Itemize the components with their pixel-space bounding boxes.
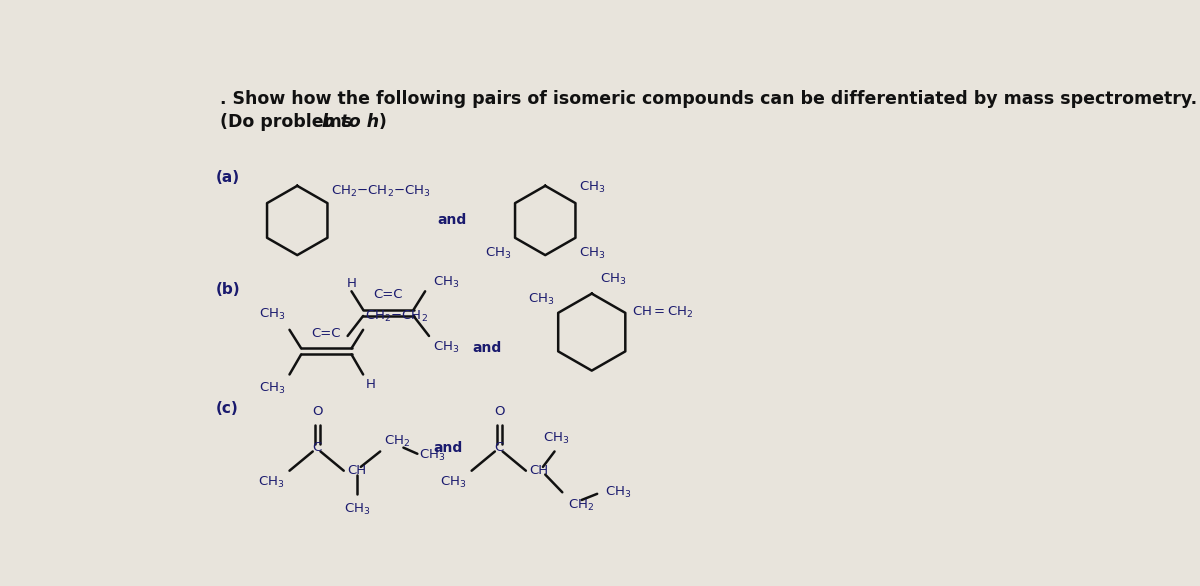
Text: and: and — [473, 340, 502, 355]
Text: (Do problems: (Do problems — [220, 113, 358, 131]
Text: CH: CH — [529, 464, 548, 477]
Text: O: O — [312, 406, 323, 418]
Text: CH: CH — [348, 464, 367, 477]
Text: H: H — [366, 379, 376, 391]
Text: H: H — [347, 277, 356, 289]
Text: $\mathregular{CH{=}CH_2}$: $\mathregular{CH{=}CH_2}$ — [631, 305, 694, 321]
Text: $\mathregular{CH_3}$: $\mathregular{CH_3}$ — [600, 272, 626, 288]
Text: $\mathregular{CH_3}$: $\mathregular{CH_3}$ — [580, 246, 606, 261]
Text: $\mathregular{CH_2}$: $\mathregular{CH_2}$ — [384, 434, 410, 449]
Text: $\mathregular{CH_3}$: $\mathregular{CH_3}$ — [528, 292, 554, 306]
Text: b to h: b to h — [322, 113, 379, 131]
Text: (b): (b) — [216, 282, 240, 297]
Text: $\mathregular{CH_3}$: $\mathregular{CH_3}$ — [259, 307, 286, 322]
Text: $\mathregular{CH_3}$: $\mathregular{CH_3}$ — [259, 381, 286, 396]
Text: $\mathregular{CH_3}$: $\mathregular{CH_3}$ — [258, 475, 284, 490]
Text: O: O — [494, 406, 505, 418]
Text: $\mathregular{CH_3}$: $\mathregular{CH_3}$ — [485, 246, 511, 261]
Text: $\mathregular{CH_2{-}CH_2{-}CH_3}$: $\mathregular{CH_2{-}CH_2{-}CH_3}$ — [331, 184, 431, 199]
Text: C=C: C=C — [311, 327, 341, 340]
Text: $\mathregular{CH_3}$: $\mathregular{CH_3}$ — [343, 502, 370, 517]
Text: C: C — [494, 441, 503, 454]
Text: $\mathregular{CH_2{-}CH_2}$: $\mathregular{CH_2{-}CH_2}$ — [366, 309, 428, 325]
Text: $\mathregular{CH_3}$: $\mathregular{CH_3}$ — [433, 275, 460, 289]
Text: C: C — [312, 441, 322, 454]
Text: $\mathregular{CH_3}$: $\mathregular{CH_3}$ — [542, 431, 569, 446]
Text: ): ) — [379, 113, 386, 131]
Text: . Show how the following pairs of isomeric compounds can be differentiated by ma: . Show how the following pairs of isomer… — [220, 90, 1196, 108]
Text: and: and — [433, 441, 463, 455]
Text: $\mathregular{CH_3}$: $\mathregular{CH_3}$ — [439, 475, 466, 490]
Text: $\mathregular{CH_3}$: $\mathregular{CH_3}$ — [580, 180, 606, 196]
Text: $\mathregular{CH_2}$: $\mathregular{CH_2}$ — [569, 498, 595, 513]
Text: (c): (c) — [216, 401, 239, 417]
Text: $\mathregular{CH_3}$: $\mathregular{CH_3}$ — [433, 340, 460, 355]
Text: and: and — [438, 213, 467, 227]
Text: $\mathregular{CH_3}$: $\mathregular{CH_3}$ — [419, 448, 445, 463]
Text: (a): (a) — [216, 171, 240, 185]
Text: $\mathregular{CH_3}$: $\mathregular{CH_3}$ — [605, 485, 631, 500]
Text: C=C: C=C — [373, 288, 403, 301]
